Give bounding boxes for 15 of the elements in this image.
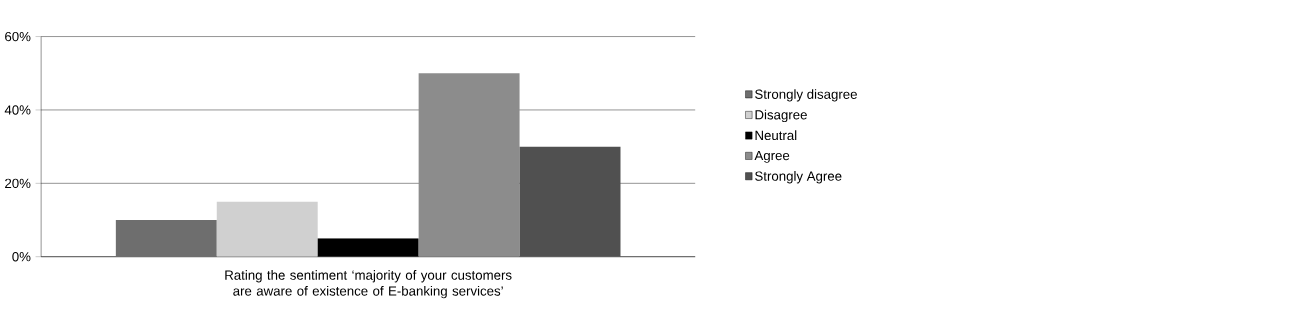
y-tick-label: 20% — [5, 178, 31, 189]
bar — [519, 146, 621, 257]
x-tick-label: Rating the sentiment ‘majority of your customers are aware of existence of E-banking services’ — [225, 270, 512, 299]
y-tick-label: 0% — [12, 252, 31, 262]
bar — [115, 220, 217, 257]
bar — [216, 201, 318, 257]
legend-label: Disagree — [755, 109, 807, 123]
legend-label: Neutral — [755, 130, 797, 141]
bar — [418, 73, 520, 257]
legend-label: Agree — [754, 151, 790, 164]
y-tick-label: 60% — [5, 32, 31, 42]
y-tick-label: 40% — [4, 105, 31, 115]
legend-label: Strongly Agree — [755, 171, 842, 184]
bar — [317, 238, 419, 257]
legend-label: Strongly disagree — [755, 89, 857, 102]
